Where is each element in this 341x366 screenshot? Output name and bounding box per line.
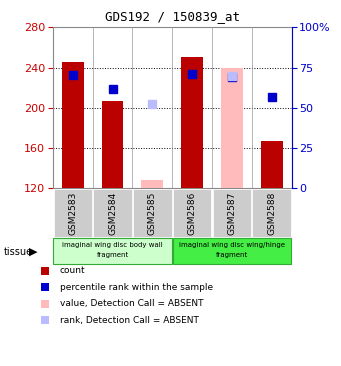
- Text: fragment: fragment: [97, 252, 129, 258]
- Text: percentile rank within the sample: percentile rank within the sample: [60, 283, 213, 292]
- Text: GSM2587: GSM2587: [227, 191, 236, 235]
- Text: GSM2586: GSM2586: [188, 191, 197, 235]
- Text: value, Detection Call = ABSENT: value, Detection Call = ABSENT: [60, 299, 203, 308]
- Text: count: count: [60, 266, 85, 275]
- Bar: [221, 68, 243, 188]
- Text: GSM2584: GSM2584: [108, 191, 117, 235]
- Text: GSM2585: GSM2585: [148, 191, 157, 235]
- Text: imaginal wing disc body wall: imaginal wing disc body wall: [62, 242, 163, 248]
- Text: rank, Detection Call = ABSENT: rank, Detection Call = ABSENT: [60, 316, 198, 325]
- Bar: [181, 57, 203, 188]
- Text: GSM2588: GSM2588: [267, 191, 276, 235]
- Title: GDS192 / 150839_at: GDS192 / 150839_at: [105, 11, 240, 23]
- Bar: [62, 61, 84, 188]
- Text: ▶: ▶: [29, 247, 38, 257]
- Text: imaginal wing disc wing/hinge: imaginal wing disc wing/hinge: [179, 242, 285, 248]
- Bar: [261, 141, 283, 188]
- Text: tissue: tissue: [3, 247, 32, 257]
- Bar: [142, 180, 163, 188]
- Text: fragment: fragment: [216, 252, 248, 258]
- Bar: [102, 101, 123, 188]
- Text: GSM2583: GSM2583: [68, 191, 77, 235]
